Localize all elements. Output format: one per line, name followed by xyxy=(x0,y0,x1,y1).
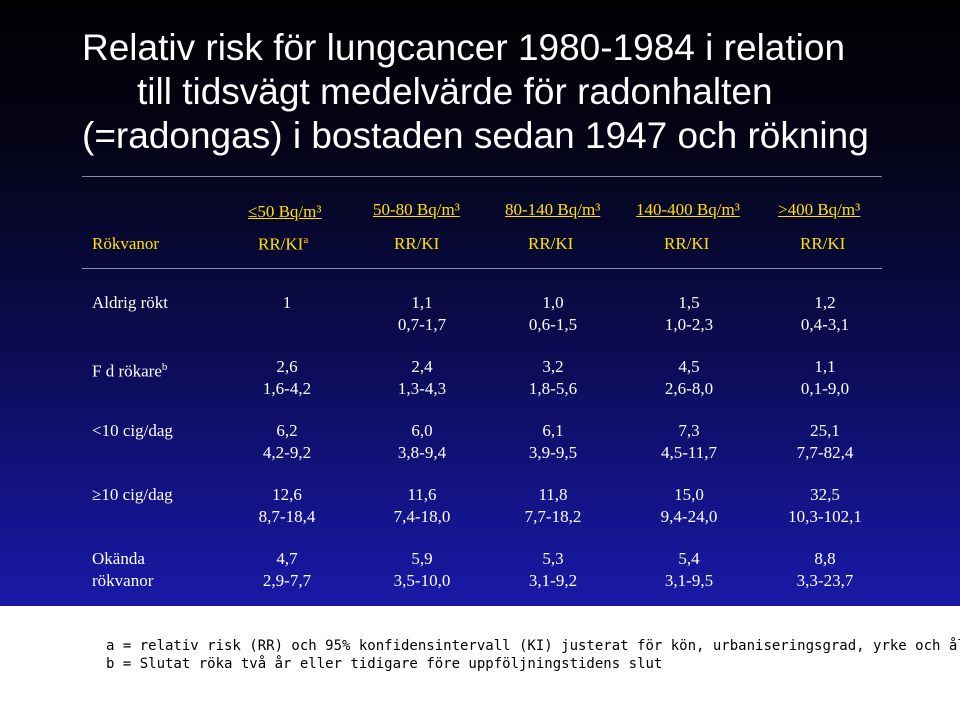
table-cell: 5,3 3,1-9,2 xyxy=(528,549,578,590)
row-label-under-10-cig: <10 cig/dag xyxy=(92,421,173,440)
col-header-range-2: 50-80 Bq/m³ xyxy=(373,200,460,219)
col-header-sub-4: RR/KI xyxy=(664,234,710,253)
table-cell: 1,0 0,6-1,5 xyxy=(528,293,578,334)
header-divider xyxy=(82,268,882,269)
slide-title: Relativ risk för lungcancer 1980-1984 i … xyxy=(82,26,942,158)
row-header-label: Rökvanor xyxy=(92,234,160,253)
table-cell: 1 xyxy=(282,293,292,312)
footnote-a: a = relativ risk (RR) och 95% konfidensi… xyxy=(106,638,960,654)
table-cell: 5,9 3,5-10,0 xyxy=(393,549,451,590)
col-header-sub-3: RR/KI xyxy=(528,234,574,253)
table-cell: 1,1 0,1-9,0 xyxy=(800,357,850,398)
table-cell: 6,1 3,9-9,5 xyxy=(528,421,578,462)
col-header-range-4: 140-400 Bq/m³ xyxy=(636,200,740,219)
table-cell: 7,3 4,5-11,7 xyxy=(660,421,718,462)
table-cell: 2,4 1,3-4,3 xyxy=(397,357,447,398)
footnote-b: b = Slutat röka två år eller tidigare fö… xyxy=(106,656,663,672)
col-header-range-3: 80-140 Bq/m³ xyxy=(505,200,601,219)
table-cell: 8,8 3,3-23,7 xyxy=(796,549,854,590)
table-cell: 1,1 0,7-1,7 xyxy=(397,293,447,334)
title-divider xyxy=(82,176,882,177)
footnote-marker-b: b xyxy=(161,361,168,373)
table-cell: 1,5 1,0-2,3 xyxy=(664,293,714,334)
title-line-2: till tidsvägt medelvärde för radonhalten xyxy=(137,71,773,112)
table-cell: 6,2 4,2-9,2 xyxy=(262,421,312,462)
table-cell: 15,0 9,4-24,0 xyxy=(660,485,718,526)
table-cell: 32,5 10,3-102,1 xyxy=(788,485,862,526)
title-line-1: Relativ risk för lungcancer 1980-1984 i … xyxy=(82,27,846,68)
row-label-never-smoked: Aldrig rökt xyxy=(92,293,169,312)
col-header-range-5: >400 Bq/m³ xyxy=(778,200,861,219)
table-cell: 11,8 7,7-18,2 xyxy=(524,485,582,526)
title-line-3: (=radongas) i bostaden sedan 1947 och rö… xyxy=(82,115,869,156)
table-cell: 4,5 2,6-8,0 xyxy=(664,357,714,398)
table-cell: 25,1 7,7-82,4 xyxy=(796,421,854,462)
row-label-former-smoker: F d rökareb xyxy=(92,361,168,381)
col-header-range-1: ≤50 Bq/m³ xyxy=(248,202,322,221)
row-label-10-plus-cig: ≥10 cig/dag xyxy=(92,485,173,504)
table-cell: 1,2 0,4-3,1 xyxy=(800,293,850,334)
col-header-sub-1: RR/KIa xyxy=(258,234,309,254)
col-header-sub-5: RR/KI xyxy=(800,234,846,253)
table-cell: 5,4 3,1-9,5 xyxy=(664,549,714,590)
table-cell: 6,0 3,8-9,4 xyxy=(397,421,447,462)
table-cell: 11,6 7,4-18,0 xyxy=(393,485,451,526)
footnote-marker-a: a xyxy=(303,234,309,246)
table-cell: 2,6 1,6-4,2 xyxy=(262,357,312,398)
footnote-panel: a = relativ risk (RR) och 95% konfidensi… xyxy=(0,606,960,716)
table-cell: 3,2 1,8-5,6 xyxy=(528,357,578,398)
table-cell: 12,6 8,7-18,4 xyxy=(258,485,316,526)
col-header-sub-2: RR/KI xyxy=(394,234,440,253)
table-cell: 4,7 2,9-7,7 xyxy=(262,549,312,590)
row-label-unknown-smoking: Okända rökvanor xyxy=(92,549,154,590)
